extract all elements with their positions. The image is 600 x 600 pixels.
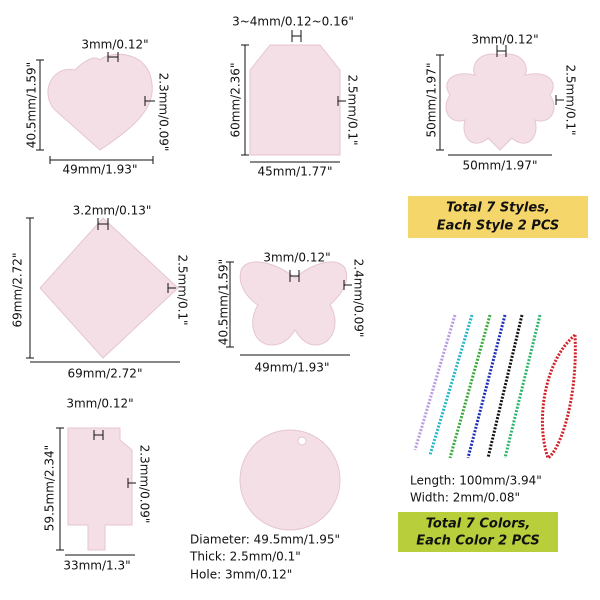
width-label: 50mm/1.97" <box>463 159 538 173</box>
thickness-label: 2.3mm/0.09" <box>138 445 152 524</box>
thickness-label: 2.3mm/0.09" <box>157 73 171 152</box>
badge-text: Each Style 2 PCS <box>437 219 560 234</box>
chain <box>541 333 577 461</box>
hole-label: 3.2mm/0.13" <box>73 204 152 218</box>
width-label: 69mm/2.72" <box>68 367 143 381</box>
bottle-shape <box>67 427 133 551</box>
chain <box>466 314 507 459</box>
width-label: 45mm/1.77" <box>258 165 333 179</box>
flower-shape <box>445 53 555 151</box>
chain <box>503 314 542 459</box>
dim-lines <box>36 52 155 164</box>
hole-label: 3mm/0.12" <box>471 33 538 47</box>
badge-text: Total 7 Styles, <box>446 201 550 216</box>
height-label: 69mm/2.72" <box>11 253 25 328</box>
thickness-label: 2.4mm/0.09" <box>352 259 366 338</box>
heart-shape <box>47 53 153 151</box>
dim-lines <box>26 217 180 363</box>
width-label: 49mm/1.93" <box>255 361 330 375</box>
dim-lines <box>226 261 352 356</box>
rhombus-shape <box>39 217 179 359</box>
badge-bg <box>398 512 558 552</box>
height-label: 59.5mm/2.34" <box>43 445 57 531</box>
dim-lines <box>241 30 346 163</box>
circle-spec: Diameter: 49.5mm/1.95" <box>190 533 340 547</box>
chain <box>428 314 474 456</box>
dim-lines <box>436 45 564 156</box>
height-label: 50mm/1.97" <box>425 63 439 138</box>
tag-shape <box>249 44 341 156</box>
ball-chains <box>413 314 577 461</box>
circle-hole <box>297 436 307 446</box>
circle-shape <box>239 429 341 531</box>
hole-label: 3mm/0.12" <box>81 38 148 52</box>
colors-badge: Total 7 Colors, Each Color 2 PCS <box>398 512 558 552</box>
styles-badge: Total 7 Styles, Each Style 2 PCS <box>408 196 588 238</box>
thickness-label: 2.5mm/0.1" <box>346 74 360 145</box>
dim-lines <box>56 427 136 556</box>
thickness-label: 2.5mm/0.1" <box>564 64 578 135</box>
chain <box>448 314 492 459</box>
height-label: 60mm/2.36" <box>229 63 243 138</box>
width-label: 33mm/1.3" <box>63 559 130 573</box>
circle-spec: Hole: 3mm/0.12" <box>190 568 292 582</box>
height-label: 40.5mm/1.59" <box>217 259 231 345</box>
hole-label: 3~4mm/0.12~0.16" <box>232 15 354 29</box>
chain-spec: Length: 100mm/3.94" <box>410 474 542 488</box>
hole-label: 3mm/0.12" <box>66 397 133 411</box>
badge-text: Each Color 2 PCS <box>416 534 539 549</box>
width-label: 49mm/1.93" <box>63 163 138 177</box>
thickness-label: 2.5mm/0.1" <box>176 254 190 325</box>
chain-spec: Width: 2mm/0.08" <box>410 491 520 505</box>
chain <box>486 314 524 459</box>
chain <box>413 314 457 451</box>
badge-text: Total 7 Colors, <box>426 517 531 532</box>
height-label: 40.5mm/1.59" <box>25 62 39 148</box>
circle-spec: Thick: 2.5mm/0.1" <box>189 550 301 564</box>
butterfly-shape <box>239 261 348 346</box>
hole-label: 3mm/0.12" <box>263 251 330 265</box>
badge-bg <box>408 196 588 238</box>
